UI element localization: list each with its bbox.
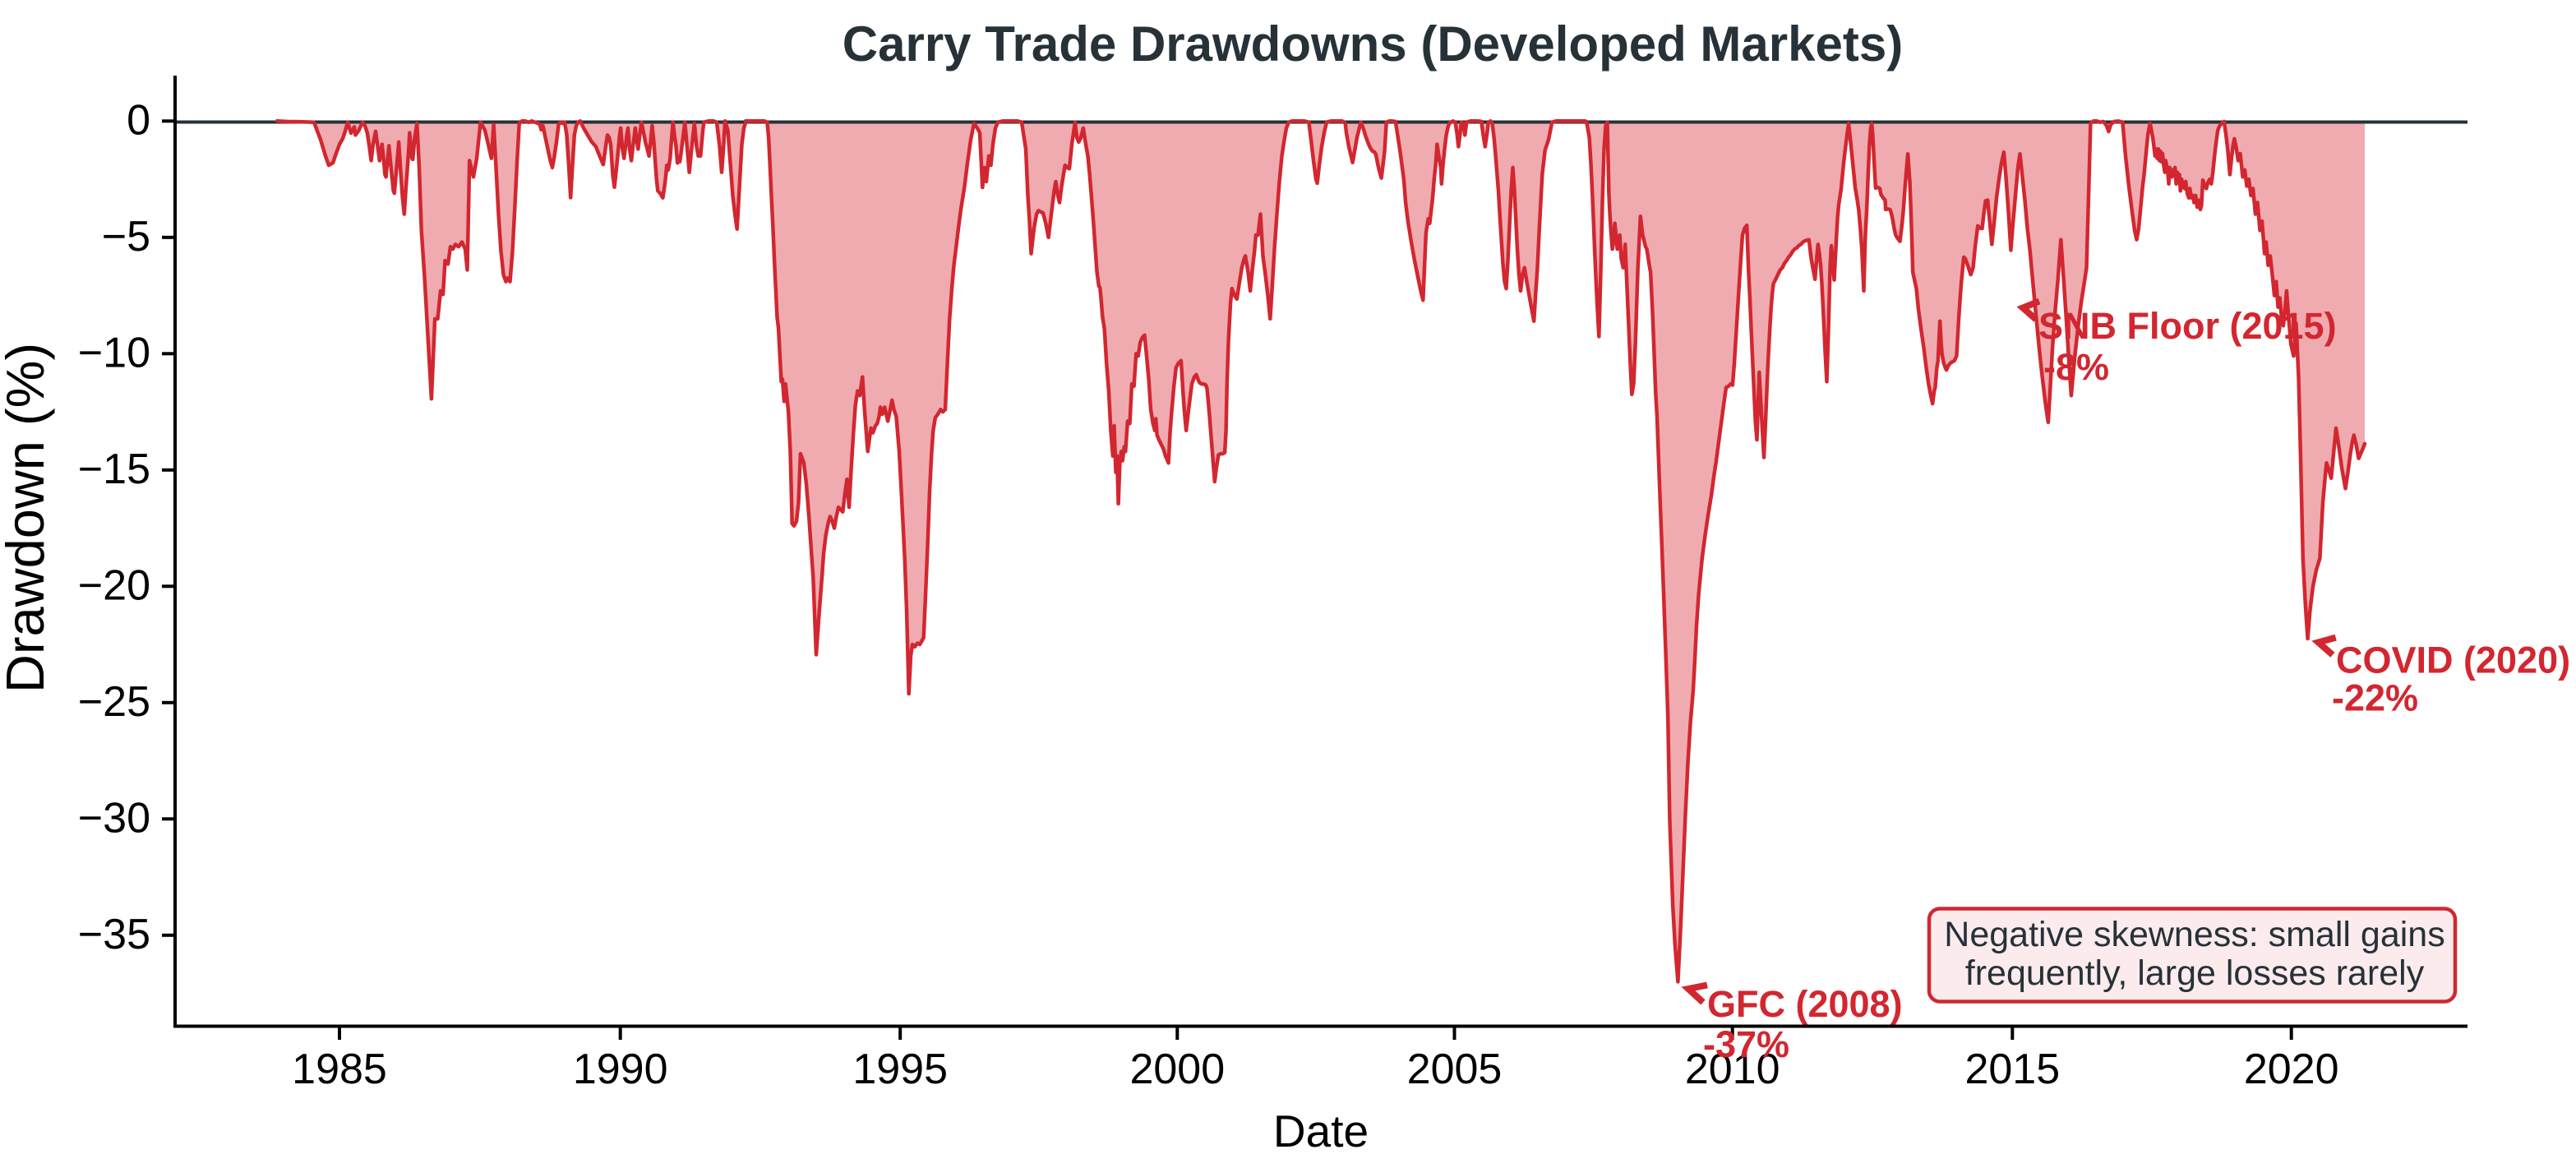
svg-text:COVID (2020): COVID (2020): [2336, 639, 2570, 681]
svg-text:−10: −10: [78, 329, 150, 376]
svg-text:2020: 2020: [2244, 1046, 2339, 1093]
svg-text:-8%: -8%: [2043, 346, 2109, 388]
svg-text:2015: 2015: [1964, 1046, 2060, 1093]
svg-text:−15: −15: [78, 446, 150, 493]
svg-text:GFC (2008): GFC (2008): [1707, 983, 1903, 1025]
svg-text:−25: −25: [78, 678, 150, 726]
svg-text:Date: Date: [1273, 1106, 1369, 1156]
svg-text:1990: 1990: [573, 1046, 668, 1093]
svg-text:Negative skewness: small gains: Negative skewness: small gains: [1944, 915, 2444, 954]
svg-text:2005: 2005: [1407, 1046, 1503, 1093]
svg-text:2010: 2010: [1685, 1046, 1780, 1093]
svg-text:SNB Floor (2015): SNB Floor (2015): [2038, 305, 2337, 347]
svg-text:Drawdown (%): Drawdown (%): [0, 343, 55, 693]
svg-text:1985: 1985: [292, 1046, 387, 1093]
svg-text:−35: −35: [78, 911, 150, 958]
svg-text:0: 0: [127, 96, 150, 144]
svg-text:−30: −30: [78, 794, 150, 842]
svg-text:frequently, large losses rarel: frequently, large losses rarely: [1965, 953, 2425, 993]
svg-text:-37%: -37%: [1703, 1023, 1789, 1065]
svg-text:Carry Trade Drawdowns (Develop: Carry Trade Drawdowns (Developed Markets…: [843, 16, 1903, 72]
svg-text:−20: −20: [78, 561, 150, 609]
svg-text:−5: −5: [102, 213, 150, 261]
svg-text:-22%: -22%: [2332, 677, 2418, 719]
svg-text:2000: 2000: [1129, 1046, 1225, 1093]
svg-text:1995: 1995: [852, 1046, 948, 1093]
